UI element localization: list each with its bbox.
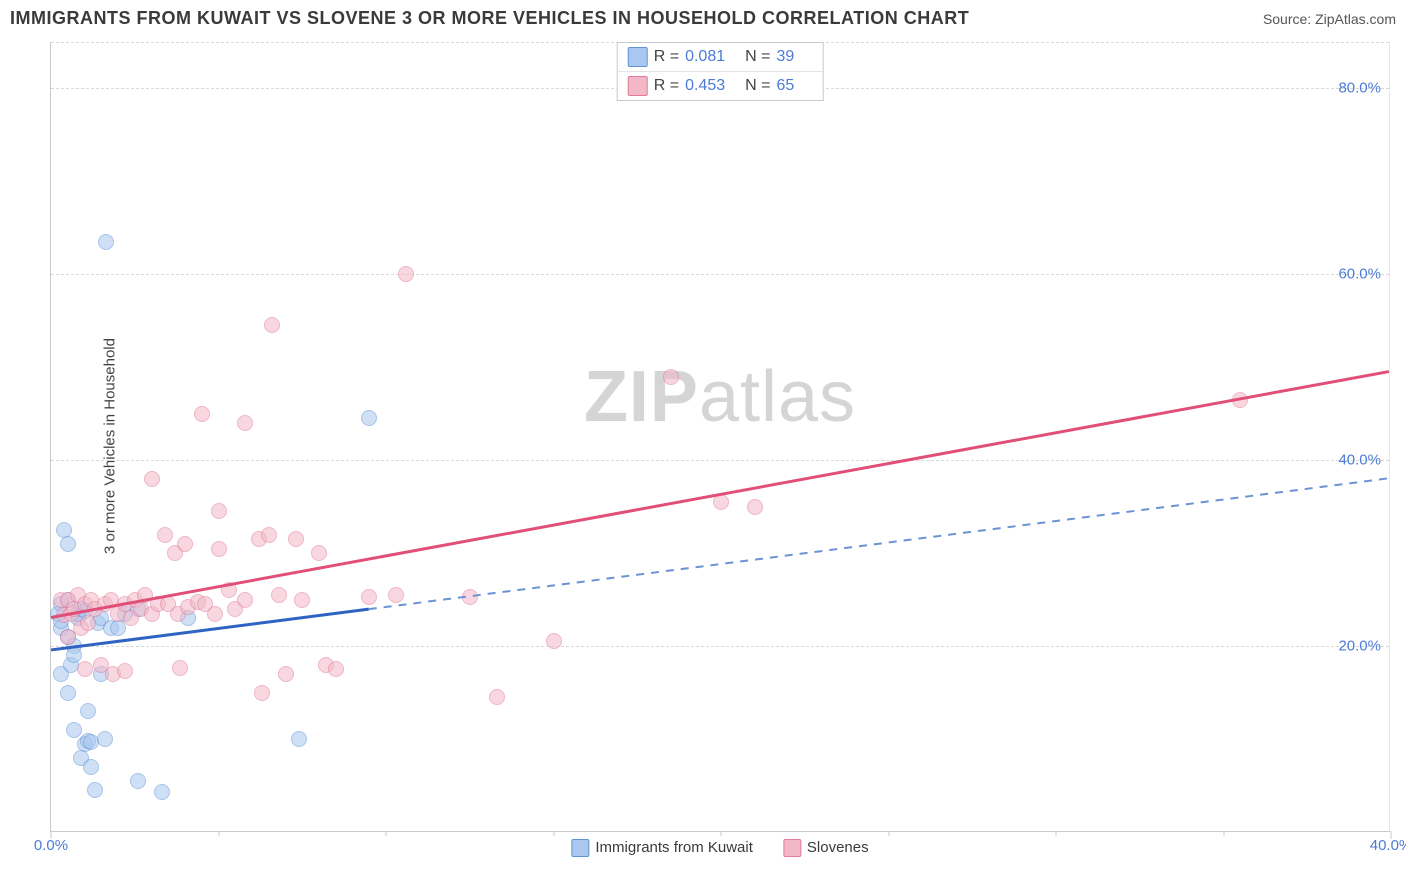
legend-row-kuwait: R = 0.081 N = 39 (618, 43, 823, 71)
legend-row-slovenes: R = 0.453 N = 65 (618, 71, 823, 100)
trend-line-slovenes (51, 372, 1389, 618)
legend-label: Immigrants from Kuwait (595, 839, 753, 856)
x-tick-mark (218, 831, 219, 836)
n-label: N = (745, 48, 770, 66)
legend-swatch (783, 839, 801, 857)
legend-label: Slovenes (807, 839, 869, 856)
r-label: R = (654, 48, 679, 66)
n-value: 65 (776, 77, 794, 95)
legend-item-kuwait: Immigrants from Kuwait (571, 839, 753, 857)
trend-lines (51, 42, 1389, 831)
r-label: R = (654, 77, 679, 95)
x-tick-mark (386, 831, 387, 836)
r-value: 0.081 (685, 48, 725, 66)
n-value: 39 (776, 48, 794, 66)
legend-swatch (628, 76, 648, 96)
x-tick-mark (553, 831, 554, 836)
plot-area: ZIPatlas R = 0.081N = 39R = 0.453N = 65 … (50, 42, 1390, 832)
x-tick-mark (888, 831, 889, 836)
trend-line-kuwait (51, 609, 369, 650)
legend-swatch (571, 839, 589, 857)
x-tick-label: 40.0% (1370, 837, 1406, 854)
chart-container: IMMIGRANTS FROM KUWAIT VS SLOVENE 3 OR M… (0, 0, 1406, 892)
x-tick-mark (721, 831, 722, 836)
legend-series: Immigrants from Kuwait Slovenes (571, 839, 868, 857)
x-tick-label: 0.0% (34, 837, 68, 854)
x-tick-mark (1223, 831, 1224, 836)
trend-line-dashed-kuwait (369, 478, 1389, 609)
r-value: 0.453 (685, 77, 725, 95)
legend-correlation: R = 0.081 N = 39 R = 0.453 N = 65 (617, 42, 824, 101)
x-tick-mark (1056, 831, 1057, 836)
source-label: Source: ZipAtlas.com (1263, 11, 1396, 27)
title-bar: IMMIGRANTS FROM KUWAIT VS SLOVENE 3 OR M… (10, 8, 1396, 29)
n-label: N = (745, 77, 770, 95)
legend-swatch (628, 47, 648, 67)
chart-title: IMMIGRANTS FROM KUWAIT VS SLOVENE 3 OR M… (10, 8, 969, 29)
legend-item-slovenes: Slovenes (783, 839, 869, 857)
